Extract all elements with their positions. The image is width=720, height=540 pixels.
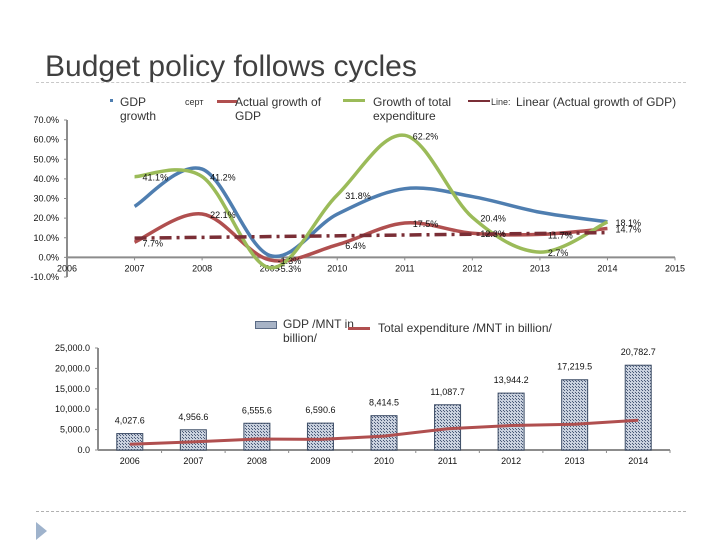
- legend-label: GDP growth: [120, 95, 157, 123]
- data-label: 11.7%: [548, 230, 573, 240]
- legend-prefix: серт: [185, 97, 204, 107]
- legend-prefix: Line:: [491, 97, 511, 107]
- bar: [116, 433, 144, 451]
- x-tick-label: 2011: [438, 456, 457, 466]
- x-tick-label: 2012: [462, 263, 482, 273]
- y-tick-label: 10,000.0: [55, 404, 90, 414]
- y-tick-label: -10.0%: [30, 272, 59, 282]
- y-tick-label: 20.0%: [33, 213, 59, 223]
- legend-swatch: [343, 99, 365, 102]
- bar: [561, 379, 589, 451]
- bar-value-label: 8,414.5: [369, 398, 399, 408]
- data-label: 41.1%: [143, 173, 169, 183]
- data-label: 6.4%: [345, 241, 366, 251]
- bar-value-label: 4,956.6: [178, 412, 208, 422]
- bar: [624, 364, 652, 451]
- y-tick-label: 0.0: [77, 445, 90, 455]
- legend-swatch: [468, 100, 490, 102]
- x-tick-label: 2008: [192, 263, 212, 273]
- legend-label: Linear (Actual growth of GDP): [516, 95, 677, 109]
- legend-swatch: [110, 99, 113, 102]
- data-label: 22.1%: [210, 210, 236, 220]
- legend-swatch: [348, 327, 370, 330]
- x-tick-label: 2006: [57, 263, 77, 273]
- series-line: [133, 166, 608, 259]
- x-tick-label: 2013: [530, 263, 550, 273]
- x-tick-label: 2014: [628, 456, 648, 466]
- data-label: 31.8%: [345, 191, 371, 201]
- bar-value-label: 20,782.7: [621, 347, 656, 357]
- footer-divider: [36, 511, 686, 512]
- x-tick-label: 2013: [565, 456, 585, 466]
- y-tick-label: 40.0%: [33, 174, 59, 184]
- x-tick-label: 2014: [597, 263, 617, 273]
- data-label: 7.7%: [143, 238, 164, 248]
- x-tick-label: 2015: [665, 263, 685, 273]
- x-tick-label: 2010: [327, 263, 347, 273]
- x-tick-label: 2006: [120, 456, 140, 466]
- bar-value-label: 11,087.7: [430, 387, 464, 397]
- x-tick-label: 2010: [374, 456, 394, 466]
- series-line: [133, 212, 608, 263]
- data-label: 20.4%: [480, 213, 506, 223]
- legend-label: Actual growth of GDP: [235, 95, 322, 123]
- bar: [370, 415, 398, 451]
- legend-label: Total expenditure /MNT in billion/: [378, 321, 552, 335]
- trend-line: [134, 230, 608, 240]
- data-label: -5.3%: [278, 264, 302, 274]
- legend-swatch: [217, 100, 237, 103]
- data-label: 18.1%: [615, 218, 641, 228]
- data-label: 14.7%: [615, 225, 641, 235]
- bar: [243, 422, 271, 451]
- bar: [179, 429, 207, 451]
- bar: [497, 392, 525, 451]
- x-tick-label: 2007: [125, 263, 145, 273]
- gdp-bar-chart: 25,000.0 20,000.0 15,000.0 10,000.0 5,000.0 0…: [55, 343, 671, 466]
- data-label: 41.2%: [210, 173, 236, 183]
- legend-label: Growth of total expenditure: [373, 95, 452, 123]
- y-tick-label: 5,000.0: [60, 425, 90, 435]
- data-label: 2.7%: [548, 248, 569, 258]
- y-tick-label: 50.0%: [33, 154, 59, 164]
- legend-swatch: [255, 321, 277, 329]
- x-tick-label: 2011: [395, 263, 414, 273]
- x-tick-label: 2008: [247, 456, 267, 466]
- bar-value-label: 6,555.6: [242, 405, 272, 415]
- data-label: 12.3%: [480, 229, 506, 239]
- data-label: 17.5%: [413, 219, 439, 229]
- y-tick-label: 70.0%: [33, 115, 59, 125]
- growth-line-chart: 70.0% 60.0% 50.0% 40.0% 30.0% 20.0% 10.0% 0.0% -…: [30, 115, 685, 282]
- bar-value-label: 17,219.5: [557, 362, 592, 372]
- data-label: -1.3%: [278, 256, 302, 266]
- x-tick-label: 2007: [183, 456, 203, 466]
- y-tick-label: 15,000.0: [55, 384, 90, 394]
- y-tick-label: 10.0%: [33, 233, 59, 243]
- data-label: 62.2%: [413, 131, 439, 141]
- y-tick-label: 20,000.0: [55, 363, 90, 373]
- slide-title: Budget policy follows cycles: [45, 50, 417, 83]
- bullet-arrow-icon: [36, 522, 47, 540]
- y-tick-label: 30.0%: [33, 194, 59, 204]
- bar-value-label: 13,944.2: [494, 375, 529, 385]
- y-tick-label: 60.0%: [33, 135, 59, 145]
- y-tick-label: 0.0%: [38, 252, 59, 262]
- bar-value-label: 4,027.6: [115, 416, 145, 426]
- x-tick-label: 2009: [310, 456, 330, 466]
- series-line: [134, 133, 609, 270]
- bar: [306, 422, 334, 451]
- title-divider: [36, 82, 686, 83]
- x-tick-label: 2012: [501, 456, 521, 466]
- legend-label: GDP /MNT in billion/: [283, 317, 354, 345]
- bar-value-label: 6,590.6: [305, 405, 335, 415]
- y-tick-label: 25,000.0: [55, 343, 90, 353]
